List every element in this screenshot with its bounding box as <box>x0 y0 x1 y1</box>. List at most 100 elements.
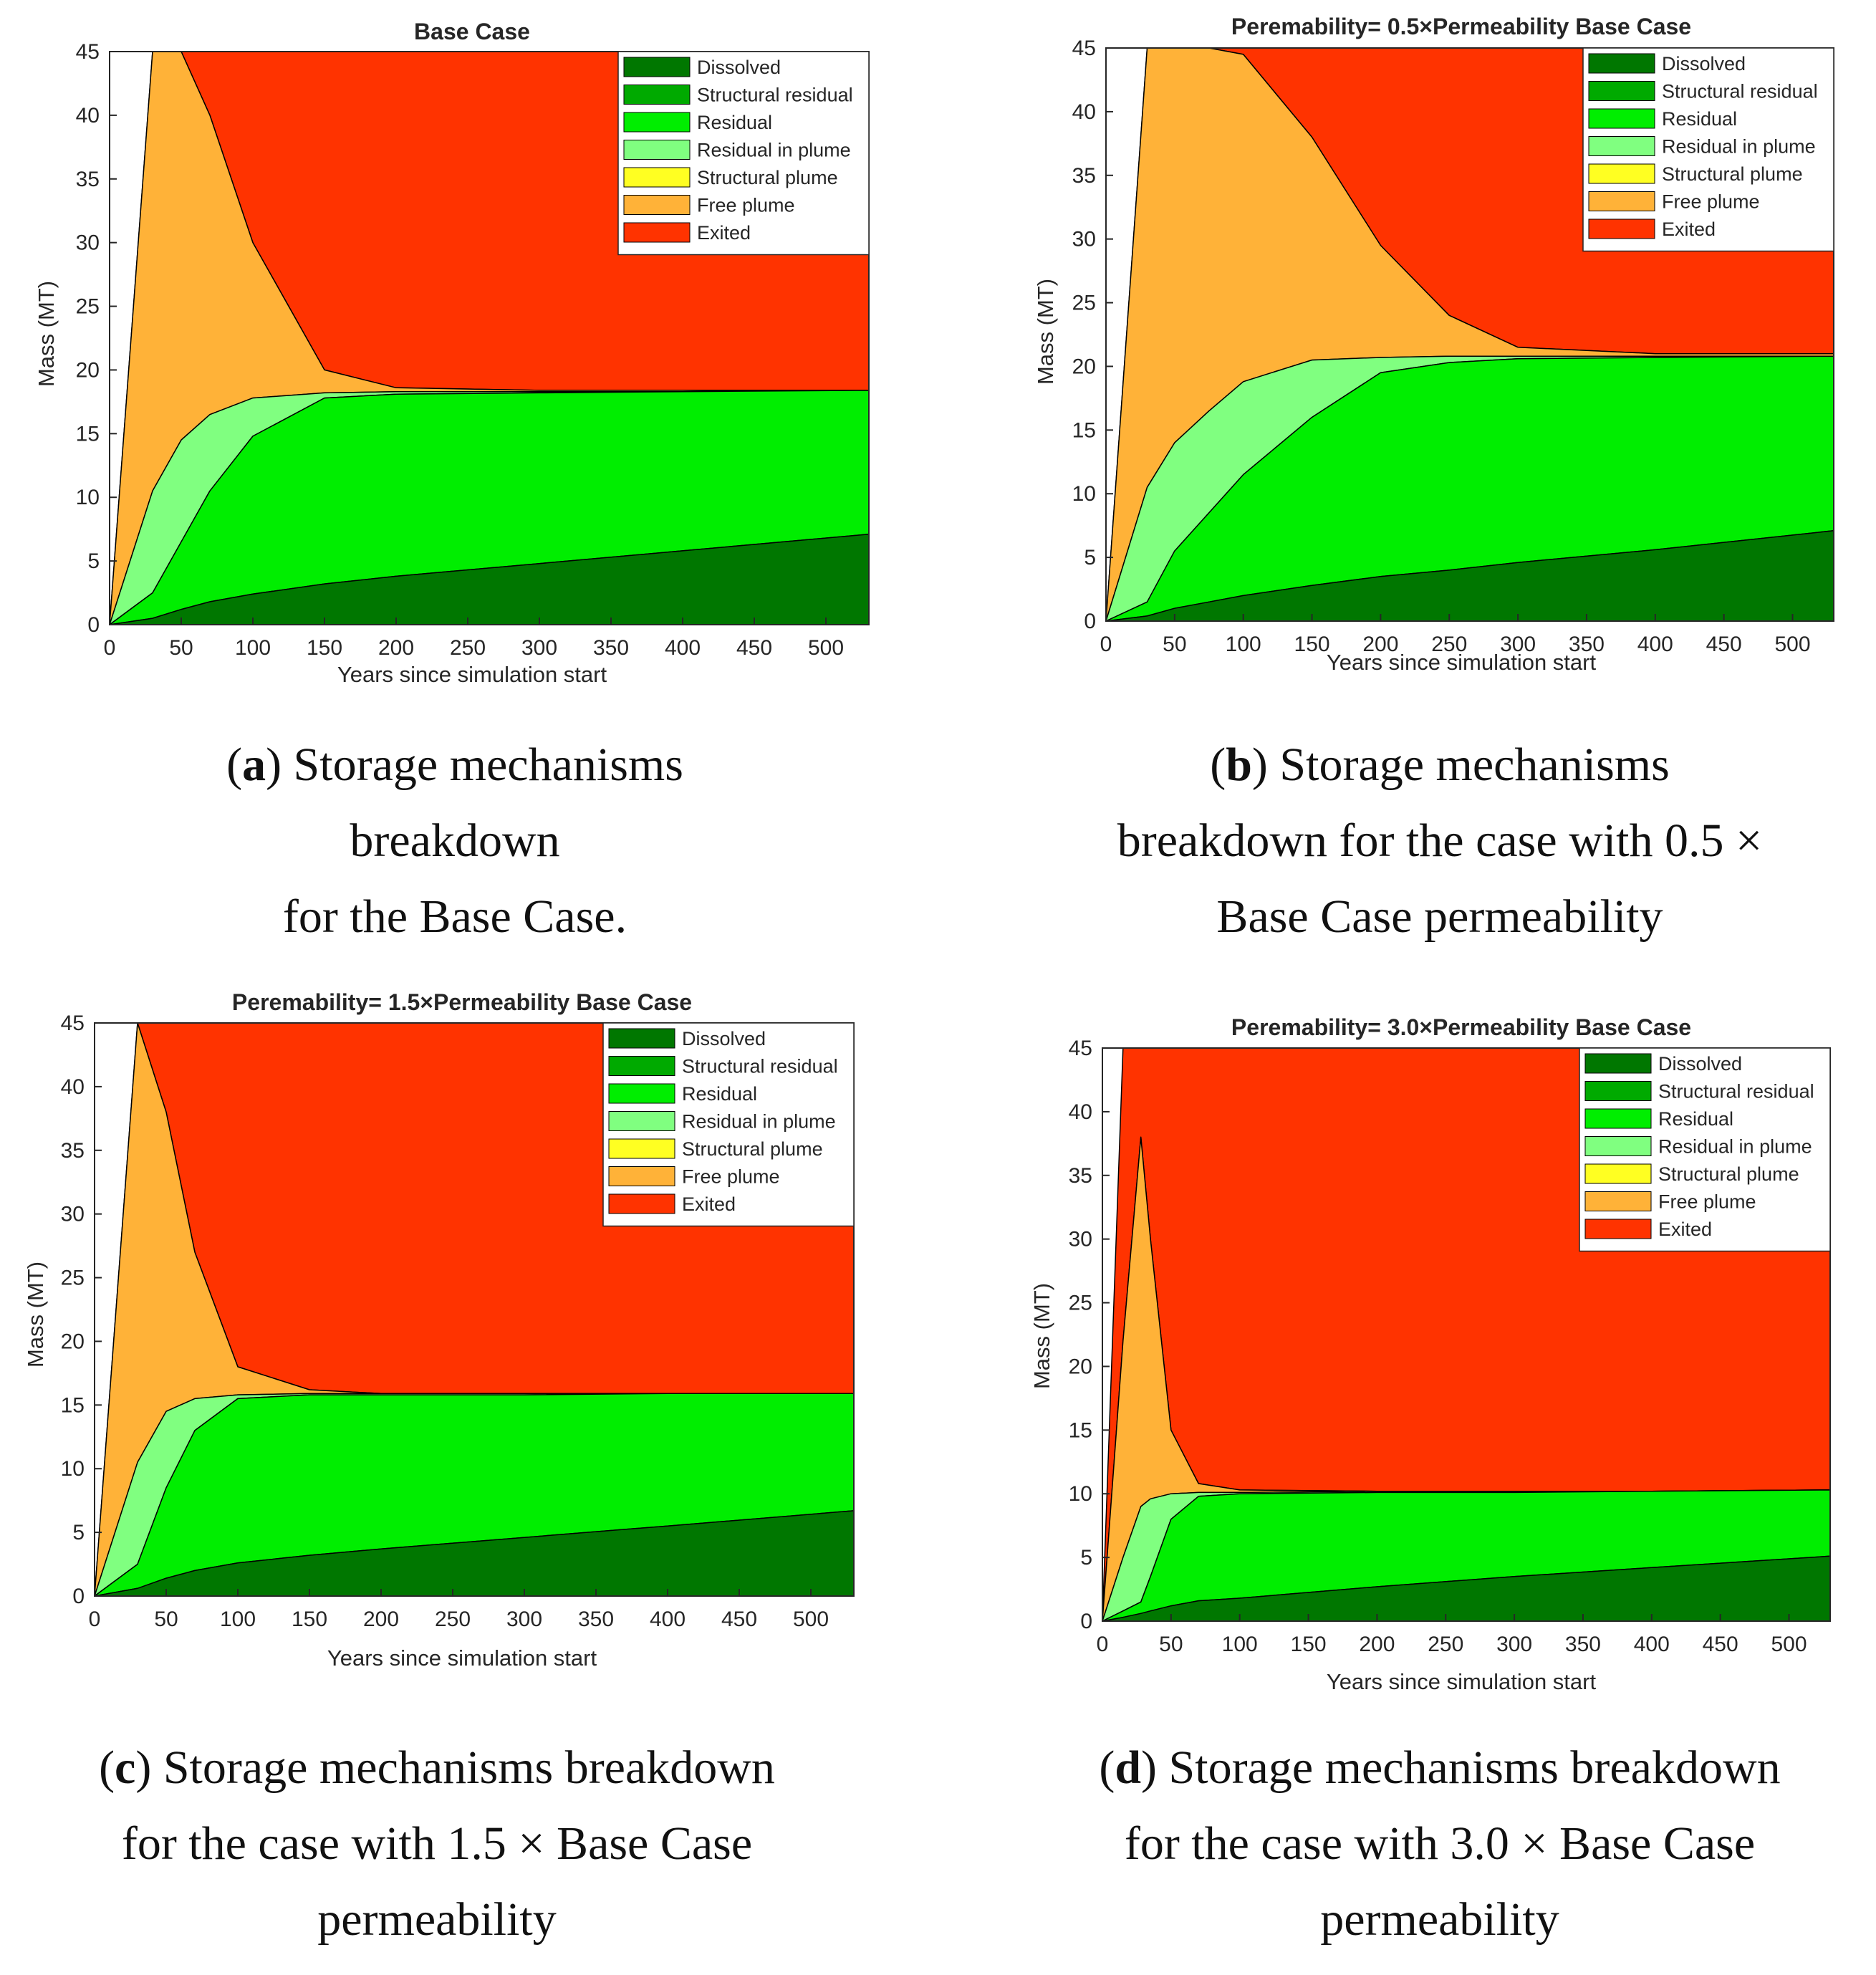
legend-label: Residual in plume <box>682 1111 836 1133</box>
legend: Dissolved Structural residual Residual Resi… <box>617 51 870 256</box>
x-tick-label: 450 <box>1706 633 1742 656</box>
chart-panel-d: Peremability= 3.0×Permeability Base Case… <box>1029 1014 1831 1694</box>
x-tick-label: 0 <box>1100 633 1112 656</box>
x-tick-label: 250 <box>435 1608 471 1631</box>
y-tick-label: 25 <box>76 295 100 319</box>
y-tick-label: 40 <box>1072 100 1096 124</box>
y-tick-label: 15 <box>1069 1418 1092 1442</box>
legend-swatch <box>1588 53 1655 74</box>
y-axis-label: Mass (MT) <box>23 1262 48 1368</box>
x-tick-label: 200 <box>1362 633 1398 656</box>
y-tick-label: 30 <box>61 1203 85 1226</box>
y-tick-label: 20 <box>76 358 100 382</box>
y-tick-label: 0 <box>72 1585 85 1608</box>
legend-label: Structural plume <box>697 167 838 188</box>
x-tick-label: 350 <box>1565 1633 1601 1656</box>
y-tick-label: 30 <box>1069 1228 1092 1251</box>
legend-label: Residual in plume <box>697 140 851 161</box>
x-tick-label: 150 <box>307 636 342 660</box>
x-tick-label: 150 <box>1291 1633 1327 1656</box>
x-tick-label: 100 <box>1226 633 1261 656</box>
x-tick-label: 150 <box>1294 633 1330 656</box>
y-tick-label: 5 <box>87 549 100 573</box>
chart-panel-c: Peremability= 1.5×Permeability Base Case… <box>23 989 855 1671</box>
caption-text: ) Storage mechanisms breakdown for the Bas… <box>266 739 683 943</box>
y-axis-label: Mass (MT) <box>1029 1283 1054 1389</box>
legend-swatch <box>608 1056 675 1076</box>
x-tick-label: 300 <box>506 1608 542 1631</box>
x-axis-label: Years since simulation start <box>1327 650 1597 675</box>
x-tick-label: 450 <box>1703 1633 1738 1656</box>
chart-title: Peremability= 0.5×Permeability Base Case <box>1231 14 1691 39</box>
y-axis-label: Mass (MT) <box>1033 279 1058 385</box>
x-tick-label: 50 <box>1159 1633 1183 1656</box>
x-tick-label: 50 <box>169 636 193 660</box>
legend-label: Residual in plume <box>1658 1136 1812 1158</box>
legend-label: Dissolved <box>1658 1053 1742 1075</box>
legend-swatch <box>1584 1191 1652 1211</box>
axes-frame <box>109 51 870 625</box>
y-tick-label: 15 <box>61 1393 85 1417</box>
caption-text: ) Storage mechanisms breakdown for the ca… <box>1124 1741 1781 1946</box>
x-tick-label: 250 <box>450 636 486 660</box>
x-tick-label: 450 <box>736 636 772 660</box>
y-tick-label: 30 <box>1072 228 1096 251</box>
y-tick-label: 35 <box>76 168 100 191</box>
legend-label: Free plume <box>1658 1191 1756 1213</box>
caption-label: d <box>1115 1741 1142 1794</box>
y-tick-label: 25 <box>1069 1292 1092 1315</box>
legend-swatch <box>608 1028 675 1049</box>
y-tick-label: 40 <box>1069 1100 1092 1124</box>
y-tick-label: 30 <box>76 231 100 255</box>
caption-c: (c) Storage mechanisms breakdown for the … <box>99 1741 775 1946</box>
legend-label: Exited <box>682 1193 736 1215</box>
caption-d: (d) Storage mechanisms breakdown for the … <box>1099 1741 1781 1946</box>
y-tick-label: 40 <box>61 1075 85 1099</box>
caption-label: b <box>1226 739 1252 791</box>
y-tick-label: 35 <box>1069 1164 1092 1188</box>
legend-label: Exited <box>697 222 751 244</box>
y-tick-label: 20 <box>61 1330 85 1353</box>
y-tick-label: 45 <box>76 40 100 64</box>
x-tick-label: 300 <box>1500 633 1536 656</box>
legend-swatch <box>1584 1136 1652 1156</box>
legend-label: Dissolved <box>697 57 781 78</box>
legend-swatch <box>608 1193 675 1214</box>
x-tick-label: 250 <box>1428 1633 1463 1656</box>
caption-b: (b) Storage mechanisms breakdown for the … <box>1117 739 1763 943</box>
y-tick-label: 10 <box>1069 1482 1092 1506</box>
y-tick-label: 45 <box>1072 37 1096 60</box>
legend-swatch <box>1584 1163 1652 1184</box>
legend-label: Free plume <box>1662 191 1760 213</box>
legend-swatch <box>1588 191 1655 211</box>
legend-swatch <box>623 167 691 188</box>
chart-title: Peremability= 3.0×Permeability Base Case <box>1231 1014 1691 1040</box>
legend-swatch <box>608 1138 675 1159</box>
legend-label: Dissolved <box>1662 53 1746 75</box>
y-tick-label: 0 <box>87 613 100 637</box>
y-tick-label: 0 <box>1080 1610 1092 1633</box>
legend-label: Structural plume <box>1662 163 1803 185</box>
legend-label: Residual in plume <box>1662 136 1816 158</box>
legend: Dissolved Structural residual Residual Resi… <box>602 1022 855 1227</box>
legend-swatch <box>1588 218 1655 239</box>
x-axis-label: Years since simulation start <box>337 662 607 687</box>
x-tick-label: 350 <box>593 636 629 660</box>
axes: 0 50 100 150 200 250 300 350 400 450 500 0 5 10 15 20 25… <box>1072 37 1834 656</box>
y-tick-label: 5 <box>1080 1546 1092 1570</box>
y-tick-label: 25 <box>1072 292 1096 315</box>
y-tick-label: 5 <box>1084 546 1096 570</box>
legend-label: Structural residual <box>697 85 853 106</box>
legend-swatch <box>623 85 691 105</box>
x-tick-label: 300 <box>521 636 557 660</box>
x-tick-label: 100 <box>235 636 271 660</box>
y-tick-label: 10 <box>61 1457 85 1481</box>
caption-text: ) Storage mechanisms breakdown for the ca… <box>1117 739 1763 943</box>
x-tick-label: 400 <box>665 636 701 660</box>
legend-swatch <box>1588 163 1655 184</box>
y-tick-label: 25 <box>61 1267 85 1290</box>
y-tick-label: 10 <box>76 486 100 509</box>
axes-frame <box>1105 47 1834 622</box>
axes: 0 50 100 150 200 250 300 350 400 450 500 0 5 10 15 20 25… <box>61 1011 855 1631</box>
legend-swatch <box>623 140 691 160</box>
